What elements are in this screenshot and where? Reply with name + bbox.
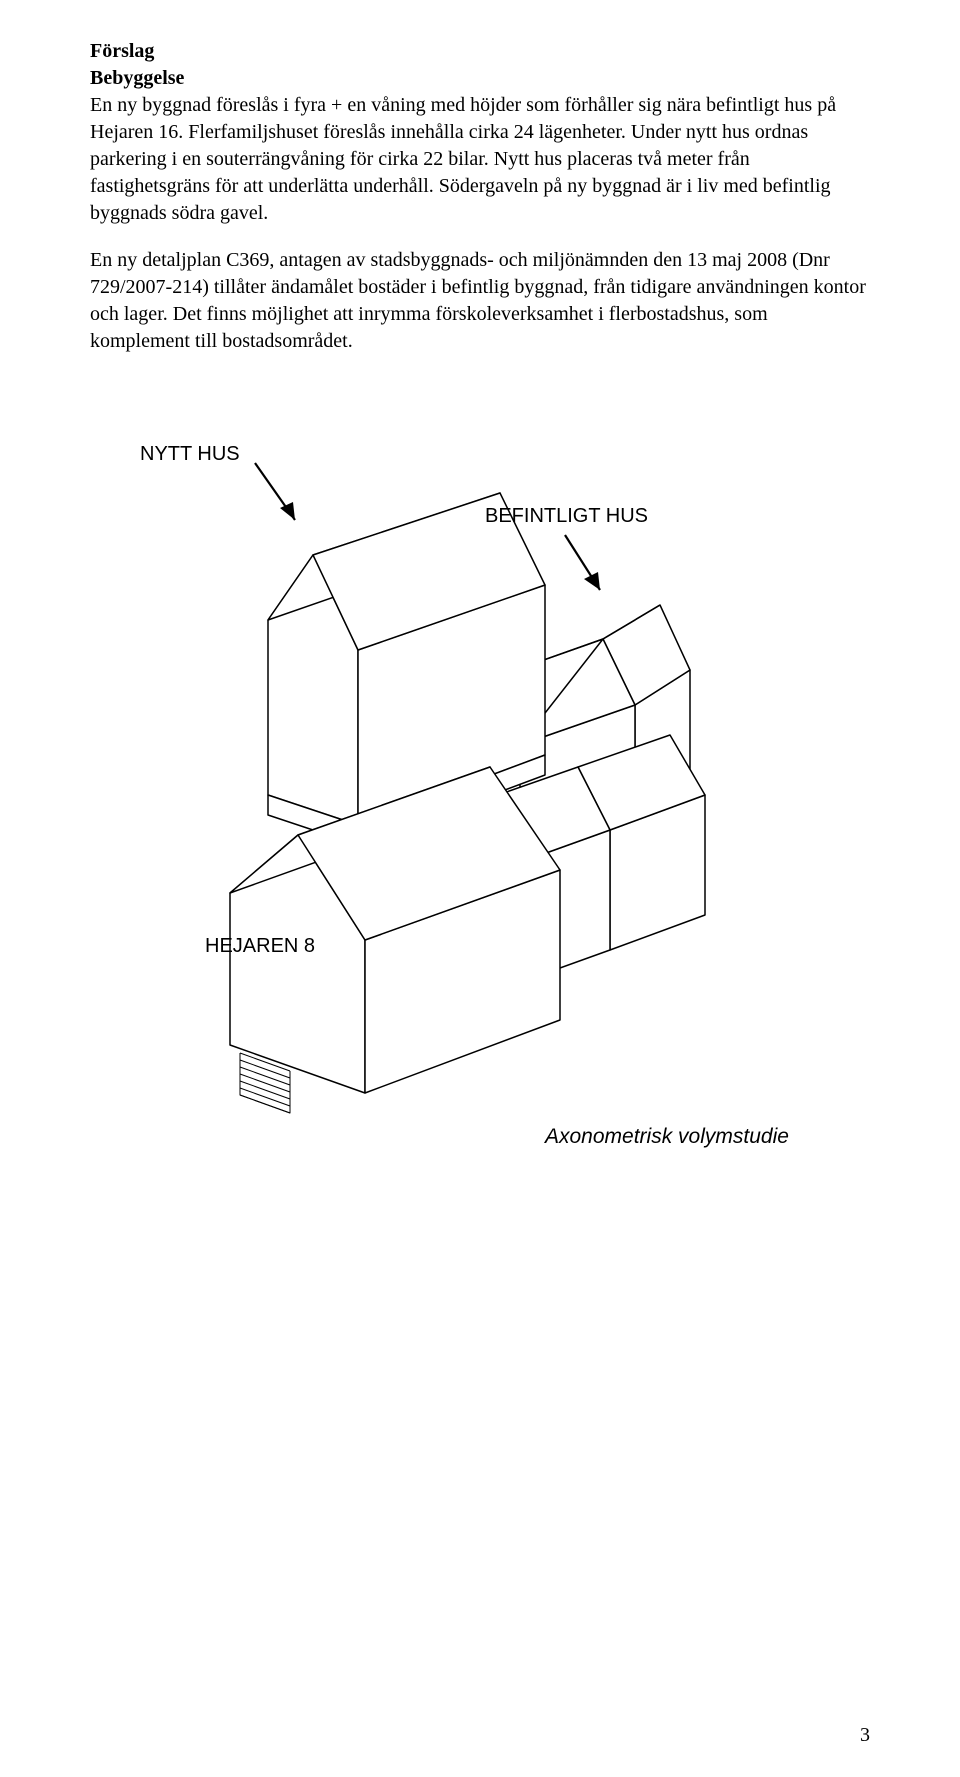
heading-main: Förslag bbox=[90, 38, 870, 65]
paragraph-2: En ny detaljplan C369, antagen av stadsb… bbox=[90, 247, 870, 355]
paragraph-1: En ny byggnad föreslås i fyra + en vånin… bbox=[90, 92, 870, 227]
label-nytt-hus: NYTT HUS bbox=[140, 443, 240, 466]
heading-sub: Bebyggelse bbox=[90, 65, 870, 92]
buildings-svg bbox=[90, 405, 870, 1165]
label-hejaren-8: HEJAREN 8 bbox=[205, 935, 315, 958]
diagram-caption: Axonometrisk volymstudie bbox=[545, 1125, 789, 1149]
label-befintligt-hus: BEFINTLIGT HUS bbox=[485, 505, 648, 528]
axonometric-diagram: NYTT HUS BEFINTLIGT HUS HEJAREN 8 Axonom… bbox=[90, 405, 870, 1165]
page-number: 3 bbox=[860, 1724, 870, 1747]
